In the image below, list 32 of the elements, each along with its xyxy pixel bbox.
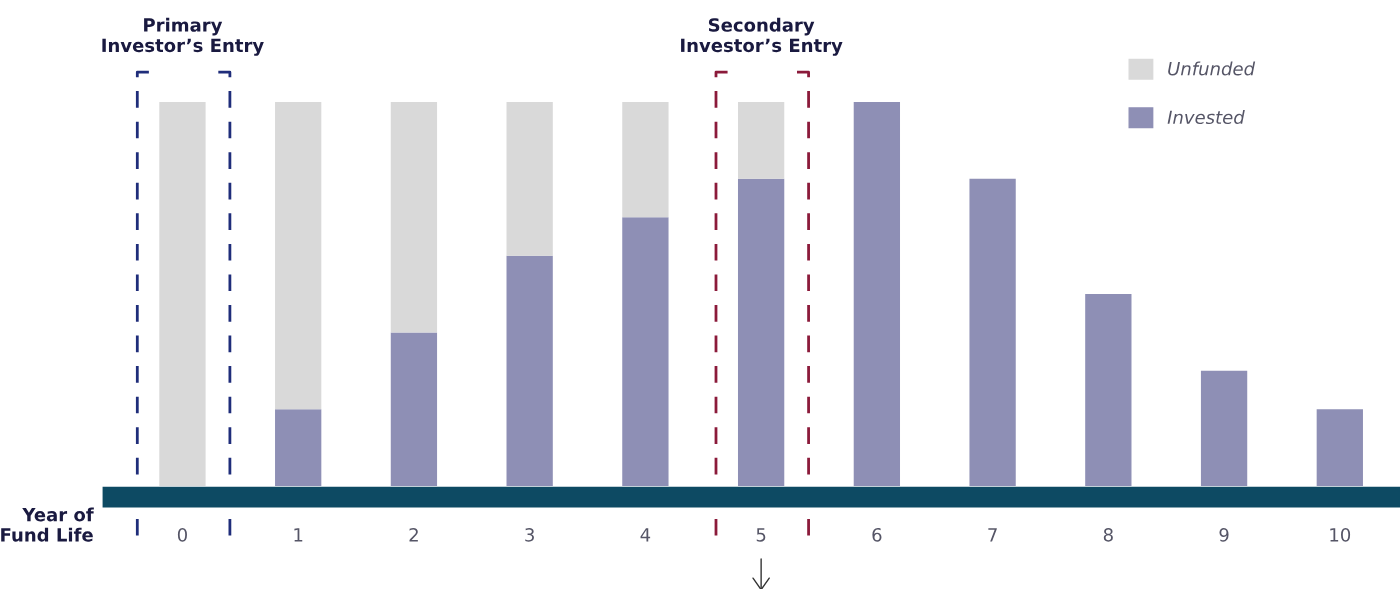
bar <box>622 102 669 218</box>
x-tick-label: 4 <box>640 528 651 542</box>
bar <box>506 102 553 256</box>
x-tick-label: 10 <box>1330 527 1351 542</box>
text: Secondary Investor’s Entry <box>681 17 843 56</box>
x-tick-label: 6 <box>872 527 882 542</box>
legend-label: Invested <box>1167 110 1245 125</box>
x-tick-label: 7 <box>988 528 997 542</box>
bar <box>506 255 553 486</box>
bar <box>390 332 438 486</box>
bar <box>390 102 438 333</box>
x-tick-label: 8 <box>1103 527 1113 542</box>
bar <box>737 102 785 179</box>
bar <box>159 102 206 486</box>
bar <box>1200 370 1248 486</box>
bar <box>1085 294 1132 486</box>
x-tick-label: 9 <box>1219 527 1229 542</box>
x-tick-label: 5 <box>756 528 766 542</box>
bar <box>737 178 785 486</box>
x-axis-title: Year of Fund Life <box>1 507 94 542</box>
bar <box>969 178 1016 486</box>
bar <box>853 102 901 486</box>
x-tick-label: 0 <box>177 527 187 542</box>
x-tick-label: 1 <box>294 528 303 542</box>
x-tick-label: 2 <box>409 527 418 542</box>
x-tick-label: 3 <box>525 527 534 542</box>
bar <box>1316 409 1363 486</box>
legend-label: Unfunded <box>1168 61 1256 76</box>
text: Primary Investor’s Entry <box>102 17 264 56</box>
bar <box>275 102 322 410</box>
bar <box>275 409 322 486</box>
bar <box>622 217 669 486</box>
